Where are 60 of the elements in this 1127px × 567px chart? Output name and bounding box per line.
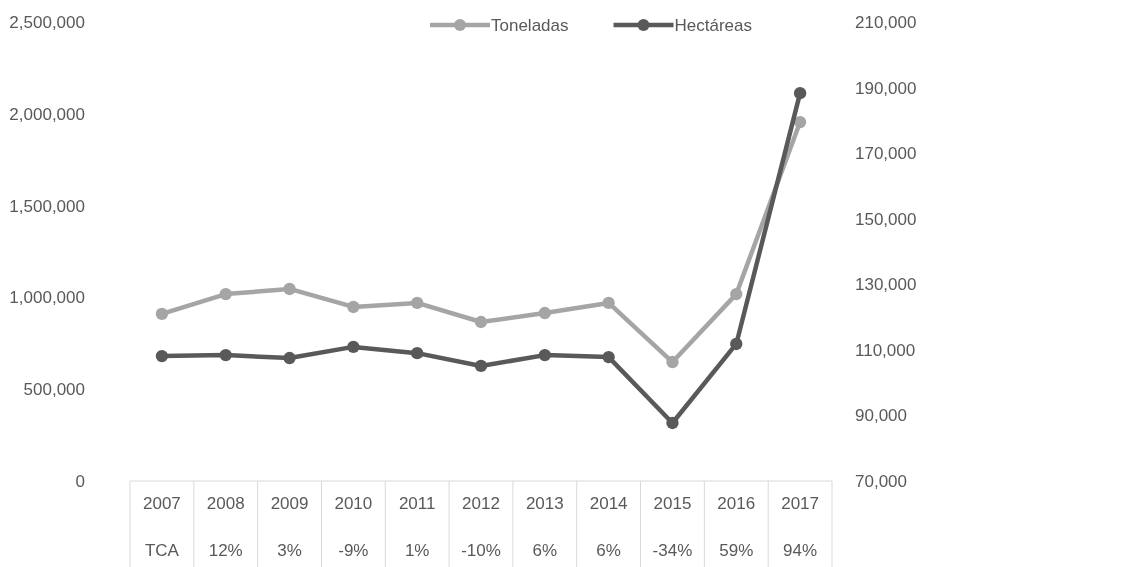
x-tick-label: 2014 [589,494,628,514]
point [474,315,488,329]
x-tick-label: 2012 [462,494,500,514]
y2-tick-label: 150,000 [855,209,917,229]
x-tick-label: 2015 [653,494,692,514]
point [283,351,296,365]
y-tick-label: 500,000 [23,380,85,400]
legend-label: Toneladas [491,16,569,35]
y-tick-label: 2,000,000 [9,104,85,124]
point [602,296,615,310]
y-tick-label: 2,500,000 [9,12,85,32]
point [730,337,743,351]
point [538,348,551,362]
point [730,287,743,301]
x-tick-label: 2016 [717,494,756,514]
text: 59% [719,541,754,560]
y-tick-label: 1,500,000 [9,196,85,216]
point [155,307,169,321]
text: -34% [652,541,693,560]
text: TCA [144,541,180,560]
y2-tick-label: 210,000 [855,12,917,32]
text: -9% [338,541,369,560]
point [219,287,232,301]
x-tick-label: 2011 [398,494,436,514]
text: 3% [277,541,302,560]
y2-tick-label: 90,000 [855,406,907,426]
y-tick-label: 1,000,000 [9,288,85,308]
y2-tick-label: 70,000 [855,471,907,491]
legend-label: Hectáreas [674,16,752,35]
point [347,340,360,354]
text: 1% [404,541,430,560]
point [155,349,169,363]
point [411,346,424,360]
x-tick-label: 2007 [143,494,181,514]
point [666,355,679,369]
y2-tick-label: 110,000 [855,340,916,360]
x-tick-label: 2010 [334,494,373,514]
text: -10% [461,541,501,560]
text: 6% [532,541,558,560]
text: 12% [208,541,243,560]
point [474,359,488,373]
point [602,350,615,364]
y2-tick-label: 170,000 [855,144,917,164]
y2-tick-label: 190,000 [855,78,917,98]
x-tick-label: 2009 [270,494,309,514]
text: 94% [783,541,818,560]
point [666,416,679,430]
point [283,282,296,296]
point [411,296,424,310]
point [347,300,360,314]
point [793,86,807,100]
point [538,306,551,320]
y-tick-label: 0 [75,471,85,491]
x-tick-label: 2013 [525,494,564,514]
point [793,115,807,129]
text: 6% [596,541,621,560]
x-tick-label: 2008 [206,494,245,514]
y2-tick-label: 130,000 [855,275,917,295]
x-tick-label: 2017 [781,494,819,514]
point [219,348,232,362]
